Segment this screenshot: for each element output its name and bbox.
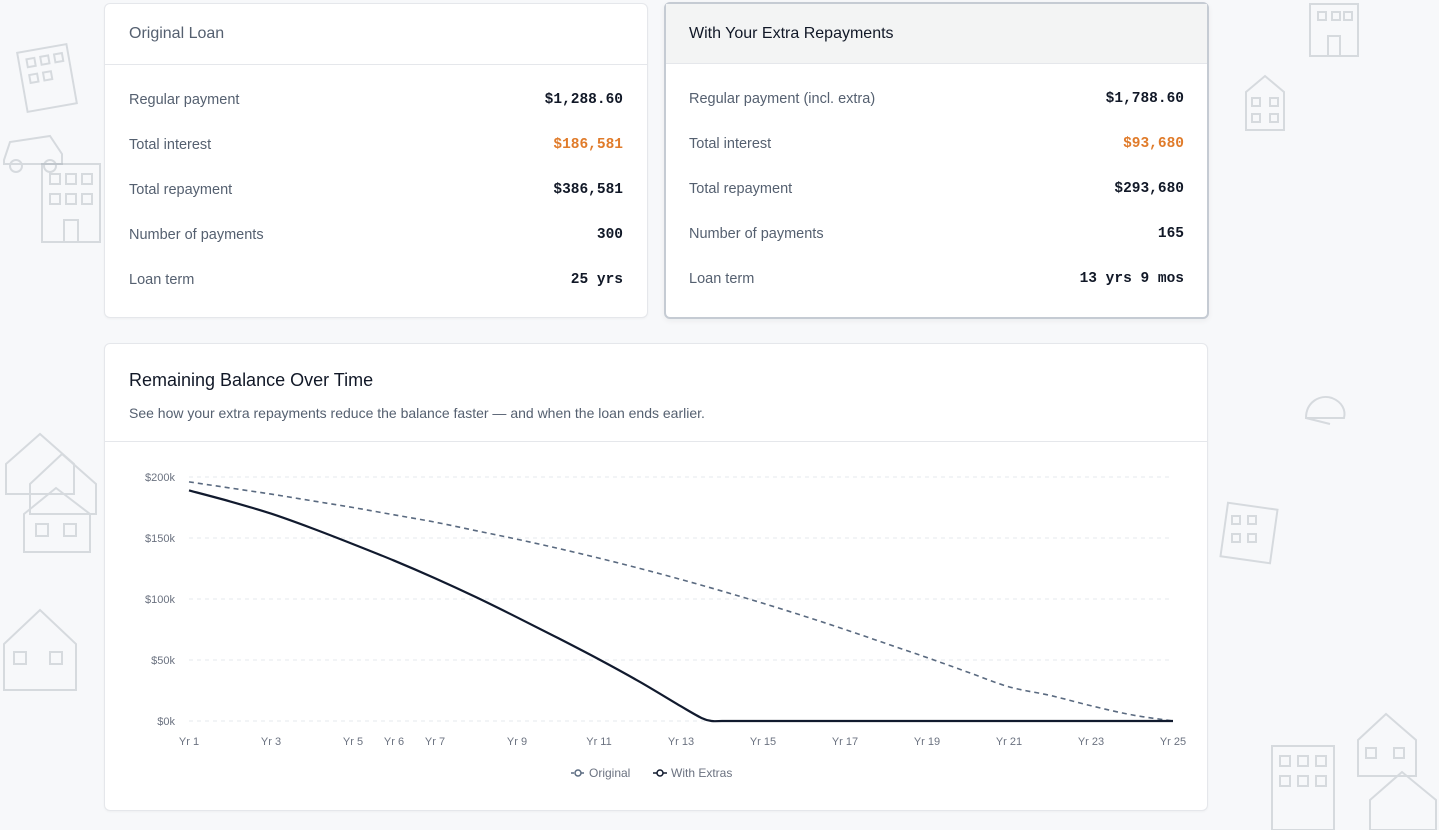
row-value: $386,581 bbox=[553, 181, 623, 198]
loan-term-row: Loan term 13 yrs 9 mos bbox=[666, 256, 1207, 301]
row-label: Total interest bbox=[129, 136, 212, 153]
row-value: 165 bbox=[1157, 225, 1184, 242]
legend-marker-icon bbox=[574, 769, 582, 777]
legend-item[interactable]: With Extras bbox=[653, 766, 732, 780]
row-label: Number of payments bbox=[689, 225, 824, 242]
number-of-payments-row: Number of payments 300 bbox=[105, 212, 647, 257]
row-label: Loan term bbox=[129, 271, 195, 288]
row-value: 13 yrs 9 mos bbox=[1079, 270, 1184, 287]
x-tick-label: Yr 9 bbox=[507, 736, 527, 748]
row-label: Regular payment (incl. extra) bbox=[689, 90, 876, 107]
chart-legend[interactable]: Original With Extras bbox=[571, 766, 732, 780]
row-label: Total repayment bbox=[689, 180, 793, 197]
row-label: Number of payments bbox=[129, 226, 264, 243]
x-tick-label: Yr 15 bbox=[750, 736, 776, 748]
house-icon bbox=[3, 608, 77, 691]
regular-payment-row: Regular payment (incl. extra) $1,788.60 bbox=[666, 76, 1207, 121]
number-of-payments-row: Number of payments 165 bbox=[666, 211, 1207, 256]
x-tick-label: Yr 11 bbox=[586, 736, 611, 748]
loan-term-row: Loan term 25 yrs bbox=[105, 257, 647, 302]
chart-title: Remaining Balance Over Time bbox=[129, 370, 374, 390]
row-value: $1,788.60 bbox=[1105, 90, 1184, 107]
x-tick-label: Yr 5 bbox=[343, 736, 363, 748]
row-label: Loan term bbox=[689, 270, 755, 287]
balance-chart-card: Remaining Balance Over Time See how your… bbox=[104, 343, 1208, 811]
x-tick-label: Yr 23 bbox=[1078, 736, 1104, 748]
y-tick-label: $100k bbox=[145, 594, 175, 606]
original-loan-title: Original Loan bbox=[105, 4, 647, 65]
row-label: Total repayment bbox=[129, 181, 233, 198]
y-tick-label: $150k bbox=[145, 533, 175, 545]
house-icon bbox=[5, 432, 97, 553]
legend-label: With Extras bbox=[671, 766, 732, 780]
y-tick-label: $50k bbox=[151, 655, 175, 667]
extra-repayments-title: With Your Extra Repayments bbox=[666, 4, 1207, 64]
legend-label: Original bbox=[589, 766, 630, 780]
row-value: 25 yrs bbox=[570, 271, 623, 288]
x-axis-ticks: Yr 1 Yr 3 Yr 5 Yr 6 Yr 7 Yr 9 Yr 11 Yr 13 Yr 15 Y… bbox=[179, 736, 1186, 748]
legend-item[interactable]: Original bbox=[571, 766, 630, 780]
house-icon bbox=[1245, 74, 1285, 131]
original-loan-card: Original Loan Regular payment $1,288.60 … bbox=[104, 3, 648, 318]
x-tick-label: Yr 21 bbox=[996, 736, 1022, 748]
x-tick-label: Yr 17 bbox=[832, 736, 858, 748]
row-value: 300 bbox=[596, 226, 623, 243]
house-icon bbox=[1357, 712, 1437, 830]
row-value: $1,288.60 bbox=[544, 91, 623, 108]
row-value: $93,680 bbox=[1123, 135, 1184, 152]
total-interest-row: Total interest $93,680 bbox=[666, 121, 1207, 166]
with-extras-series-line bbox=[188, 489, 1173, 723]
x-tick-label: Yr 6 bbox=[384, 736, 404, 748]
legend-marker-icon bbox=[656, 769, 664, 777]
chart-series bbox=[188, 481, 1174, 723]
total-repayment-row: Total repayment $293,680 bbox=[666, 166, 1207, 211]
total-repayment-row: Total repayment $386,581 bbox=[105, 167, 647, 212]
building-icon bbox=[41, 163, 101, 243]
x-tick-label: Yr 25 bbox=[1160, 736, 1186, 748]
car-icon bbox=[3, 134, 63, 173]
row-value: $293,680 bbox=[1114, 180, 1184, 197]
helmet-icon bbox=[1304, 396, 1346, 425]
building-icon bbox=[16, 42, 78, 114]
total-interest-row: Total interest $186,581 bbox=[105, 122, 647, 167]
x-tick-label: Yr 7 bbox=[425, 736, 445, 748]
extra-repayments-card: With Your Extra Repayments Regular payme… bbox=[664, 2, 1209, 319]
x-tick-label: Yr 13 bbox=[668, 736, 694, 748]
building-icon bbox=[1219, 501, 1279, 565]
x-tick-label: Yr 1 bbox=[179, 736, 199, 748]
chart-grid bbox=[189, 476, 1173, 722]
row-label: Regular payment bbox=[129, 91, 240, 108]
y-tick-label: $200k bbox=[145, 472, 175, 484]
x-tick-label: Yr 19 bbox=[914, 736, 940, 748]
chart-subtitle: See how your extra repayments reduce the… bbox=[129, 405, 705, 421]
row-label: Total interest bbox=[689, 135, 772, 152]
regular-payment-row: Regular payment $1,288.60 bbox=[105, 77, 647, 122]
building-icon bbox=[1309, 3, 1359, 57]
original-series-line bbox=[188, 481, 1174, 722]
y-tick-label: $0k bbox=[157, 716, 175, 728]
y-axis-ticks: $0k $50k $100k $150k $200k bbox=[145, 472, 175, 728]
building-icon bbox=[1271, 745, 1335, 830]
x-tick-label: Yr 3 bbox=[261, 736, 281, 748]
row-value: $186,581 bbox=[553, 136, 623, 153]
